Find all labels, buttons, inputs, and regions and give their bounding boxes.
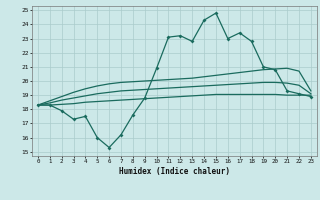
X-axis label: Humidex (Indice chaleur): Humidex (Indice chaleur): [119, 167, 230, 176]
